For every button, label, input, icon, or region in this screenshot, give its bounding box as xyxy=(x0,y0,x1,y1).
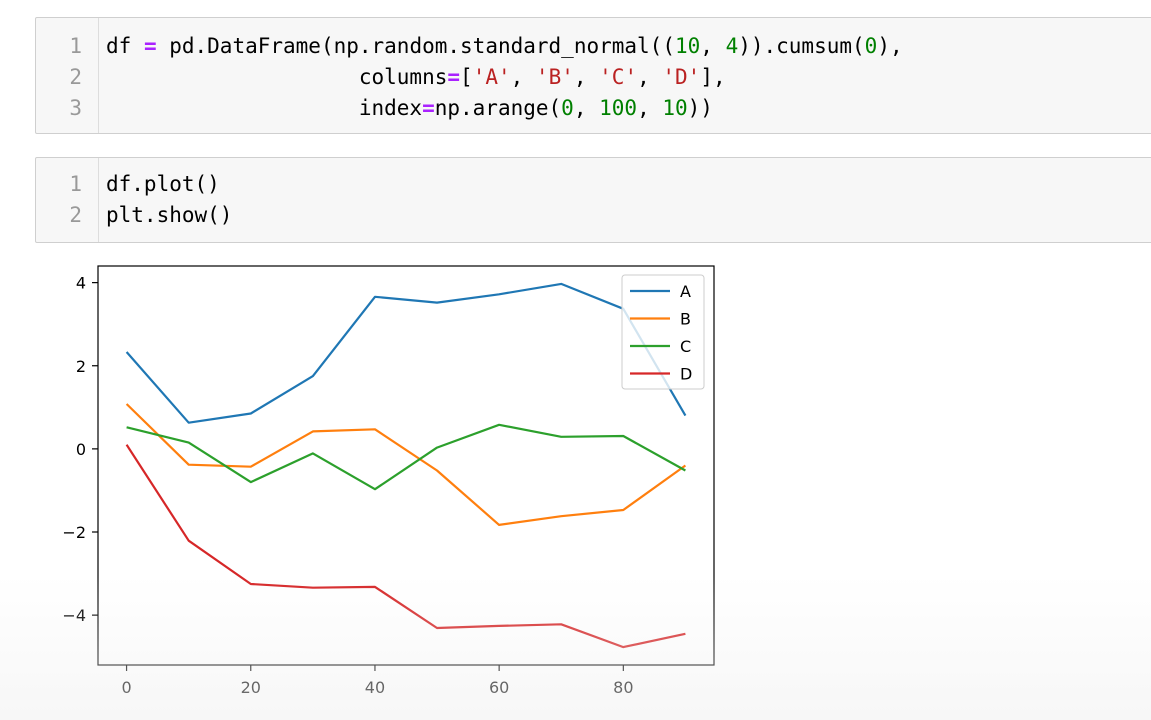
code-token: , xyxy=(573,65,600,89)
y-tick-label: −2 xyxy=(62,523,86,542)
y-tick-label: −4 xyxy=(62,606,86,625)
code-token: = xyxy=(447,65,461,89)
code-token: , xyxy=(510,65,536,89)
code-token: 4 xyxy=(725,34,739,58)
legend-label: D xyxy=(680,365,692,384)
x-tick-label: 0 xyxy=(121,678,131,697)
code-token: 10 xyxy=(674,34,701,58)
code-token: index xyxy=(106,96,423,120)
code-text: plt.show() xyxy=(106,200,232,231)
output-plot: 0 20 40 60 80 4 2 0 −2 −4 A B C D xyxy=(40,258,740,698)
code-token: , xyxy=(573,96,600,120)
legend-box xyxy=(621,274,705,390)
code-text: columns=['A', 'B', 'C', 'D'], xyxy=(106,62,726,93)
code-token: 10 xyxy=(662,96,688,120)
code-token: plt.show() xyxy=(106,203,233,227)
line-number: 2 xyxy=(69,65,82,89)
legend-label: B xyxy=(680,310,691,329)
code-text: index=np.arange(0, 100, 10)) xyxy=(106,93,713,124)
code-token: df xyxy=(106,34,144,58)
code-token: )) xyxy=(687,96,713,120)
x-tick-label: 60 xyxy=(489,678,509,697)
code-token: 0 xyxy=(561,96,574,120)
line-number: 1 xyxy=(69,34,82,58)
series-line-a xyxy=(125,282,687,424)
code-token: , xyxy=(637,96,663,120)
line-number: 1 xyxy=(69,172,82,196)
y-tick-label: 2 xyxy=(76,357,86,376)
code-text: df = pd.DataFrame(np.random.standard_nor… xyxy=(106,31,903,62)
series-line-c xyxy=(126,423,686,491)
x-tick-label: 40 xyxy=(365,678,385,697)
legend-label: A xyxy=(680,282,691,301)
code-token: 'C' xyxy=(599,65,638,89)
code-token: ), xyxy=(877,34,903,58)
code-token: 100 xyxy=(599,96,638,120)
code-token: df.plot() xyxy=(106,172,220,196)
code-token: , xyxy=(637,65,663,89)
code-token: columns xyxy=(106,65,448,89)
code-token: 'A' xyxy=(472,65,511,89)
code-cell-1[interactable]: 1 df = pd.DataFrame(np.random.standard_no… xyxy=(35,17,1151,134)
code-token: = xyxy=(143,34,157,58)
code-cell-2[interactable]: 1 df.plot() 2 plt.show() xyxy=(35,157,1151,243)
series-line-b xyxy=(125,403,687,526)
series-line-d xyxy=(125,444,686,649)
line-number: 2 xyxy=(69,203,82,227)
code-token: 0 xyxy=(864,34,878,58)
code-token: np.arange( xyxy=(434,96,562,120)
y-tick-label: 0 xyxy=(76,440,86,459)
code-token: )).cumsum( xyxy=(738,34,865,58)
code-token: pd.DataFrame(np.random.standard_normal(( xyxy=(156,34,675,58)
x-tick-label: 20 xyxy=(241,678,261,697)
x-tick-label: 80 xyxy=(613,678,633,697)
line-number: 3 xyxy=(69,96,82,120)
line-number-gutter xyxy=(36,18,99,133)
y-tick-label: 4 xyxy=(76,274,86,293)
line-number-gutter xyxy=(36,158,99,242)
code-token: 'B' xyxy=(535,65,574,89)
code-text: df.plot() xyxy=(106,169,220,200)
code-token: 'D' xyxy=(662,65,701,89)
code-token: ], xyxy=(700,65,726,89)
legend-label: C xyxy=(680,337,691,356)
code-token: = xyxy=(422,96,435,120)
code-token: [ xyxy=(460,65,473,89)
code-token: , xyxy=(700,34,726,58)
